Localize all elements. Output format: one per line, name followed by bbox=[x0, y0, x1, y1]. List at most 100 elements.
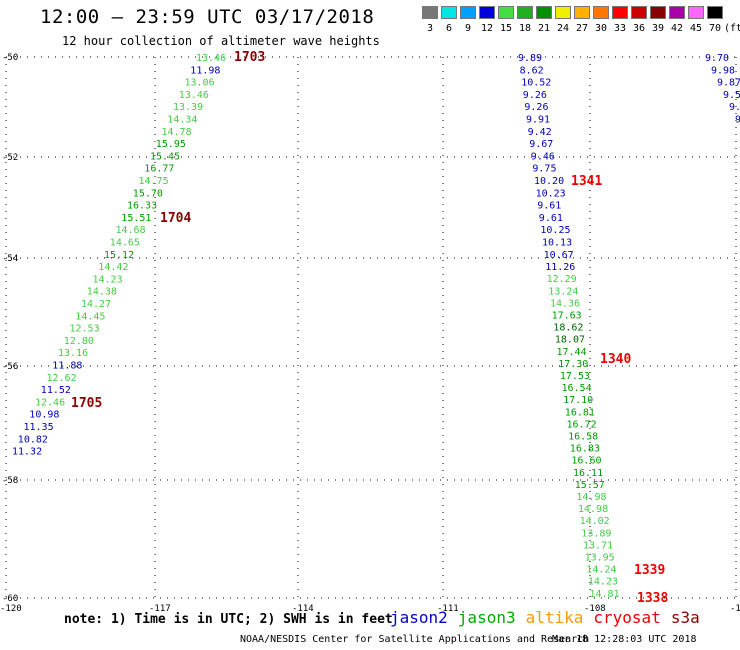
swh-value: 9.2 bbox=[729, 102, 740, 113]
swh-value: 9 bbox=[735, 115, 740, 126]
swh-value: 10.23 bbox=[536, 188, 566, 199]
swh-value: 10.20 bbox=[534, 176, 564, 187]
pass-time-labels: 1703 1704 1705 1341 1340 1339 1338 bbox=[71, 50, 668, 606]
swh-value: 11.26 bbox=[545, 262, 575, 273]
scale-swatch bbox=[650, 6, 666, 19]
scale-swatch bbox=[593, 6, 609, 19]
scale-label: 21 bbox=[537, 23, 551, 34]
scale-swatch bbox=[612, 6, 628, 19]
swh-value: 16.72 bbox=[567, 419, 597, 430]
swh-value: 11.98 bbox=[190, 65, 220, 76]
swh-value: 16.60 bbox=[571, 456, 601, 467]
swh-value: 12.62 bbox=[47, 373, 77, 384]
swh-value: 14.98 bbox=[576, 492, 606, 503]
page-title: 12:00 – 23:59 UTC 03/17/2018 bbox=[40, 6, 375, 28]
scale-label: 36 bbox=[632, 23, 646, 34]
swh-value: 14.98 bbox=[578, 504, 608, 515]
swh-value: 9.53 bbox=[723, 90, 740, 101]
lat-label: -58 bbox=[2, 476, 18, 486]
swh-value: 16.33 bbox=[127, 201, 157, 212]
swh-value: 18.07 bbox=[555, 335, 585, 346]
scale-swatch bbox=[688, 6, 704, 19]
scale-swatch bbox=[555, 6, 571, 19]
swh-value: 9.91 bbox=[526, 115, 550, 126]
lon-label: -111 bbox=[437, 604, 459, 614]
subtitle: 12 hour collection of altimeter wave hei… bbox=[62, 34, 380, 48]
swh-value: 14.42 bbox=[98, 262, 128, 273]
swh-value: 9.87 bbox=[717, 78, 740, 89]
swh-value: 11.32 bbox=[12, 447, 42, 458]
satellite-legend: jason2 jason3 altika cryosat s3a bbox=[390, 608, 710, 627]
swh-value: 14.75 bbox=[139, 176, 169, 187]
lat-label: -56 bbox=[2, 362, 18, 372]
swh-value: 9.98 bbox=[711, 65, 735, 76]
swh-value: 15.57 bbox=[575, 480, 605, 491]
swh-value: 12.80 bbox=[64, 336, 94, 347]
scale-label: 70 bbox=[708, 23, 722, 34]
swh-value: 10.98 bbox=[29, 410, 59, 421]
swh-value: 12.46 bbox=[35, 397, 65, 408]
swh-value: 18.62 bbox=[553, 323, 583, 334]
scale-swatch bbox=[517, 6, 533, 19]
scale-label: 30 bbox=[594, 23, 608, 34]
pass-time-label: 1339 bbox=[634, 563, 665, 578]
swh-value: 13.39 bbox=[173, 102, 203, 113]
lon-label: -114 bbox=[292, 604, 314, 614]
swh-value: 13.16 bbox=[58, 348, 88, 359]
swh-value: 14.27 bbox=[81, 299, 111, 310]
scale-swatch bbox=[707, 6, 723, 19]
swh-value: 16.58 bbox=[568, 432, 598, 443]
swh-value: 16.81 bbox=[565, 407, 595, 418]
note-text: note: 1) Time is in UTC; 2) SWH is in fe… bbox=[64, 612, 393, 627]
swh-value: 12.29 bbox=[547, 274, 577, 285]
swh-value: 13.46 bbox=[196, 53, 226, 64]
scale-label: 24 bbox=[556, 23, 570, 34]
swh-value: 9.46 bbox=[531, 151, 555, 162]
lat-label: -52 bbox=[2, 153, 18, 163]
swh-value: 12.53 bbox=[70, 324, 100, 335]
scale-swatch bbox=[460, 6, 476, 19]
swh-value: 13.89 bbox=[581, 528, 611, 539]
map-grid bbox=[5, 56, 737, 599]
swh-value: 16.11 bbox=[573, 468, 603, 479]
swh-value: 10.25 bbox=[540, 225, 570, 236]
scale-label: 39 bbox=[651, 23, 665, 34]
scale-unit: (ft) bbox=[724, 23, 740, 34]
swh-value: 13.71 bbox=[583, 540, 613, 551]
swh-value: 15.70 bbox=[133, 188, 163, 199]
swh-value: 10.67 bbox=[544, 250, 574, 261]
scale-swatch bbox=[536, 6, 552, 19]
swh-value: 14.45 bbox=[75, 311, 105, 322]
lat-label: -60 bbox=[2, 594, 18, 604]
swh-value: 17.44 bbox=[557, 347, 587, 358]
swh-value: 14.23 bbox=[93, 274, 123, 285]
scale-swatch bbox=[498, 6, 514, 19]
lat-label: -54 bbox=[2, 254, 18, 264]
pass-time-label: 1338 bbox=[637, 591, 668, 606]
pass-time-label: 1340 bbox=[600, 352, 631, 367]
swh-value: 9.42 bbox=[528, 127, 552, 138]
lon-label: -117 bbox=[149, 604, 171, 614]
scale-swatch bbox=[441, 6, 457, 19]
swh-value: 14.78 bbox=[162, 127, 192, 138]
swh-value: 14.65 bbox=[110, 238, 140, 249]
swh-value: 14.02 bbox=[580, 516, 610, 527]
legend-item-jason3: jason3 bbox=[457, 608, 516, 627]
scale-swatch bbox=[669, 6, 685, 19]
swh-value: 14.34 bbox=[167, 115, 197, 126]
scale-label: 27 bbox=[575, 23, 589, 34]
swh-value: 11.35 bbox=[24, 422, 54, 433]
swh-value: 16.54 bbox=[562, 383, 592, 394]
swh-value: 9.26 bbox=[523, 90, 547, 101]
swh-value: 10.13 bbox=[542, 238, 572, 249]
swh-value: 9.75 bbox=[532, 164, 556, 175]
swh-value: 14.24 bbox=[586, 565, 616, 576]
swh-value: 16.77 bbox=[144, 164, 174, 175]
swh-value: 15.45 bbox=[150, 151, 180, 162]
swh-value: 14.36 bbox=[550, 298, 580, 309]
swh-value: 9.89 bbox=[518, 53, 542, 64]
lon-label: -108 bbox=[584, 604, 606, 614]
swh-value: 15.12 bbox=[104, 250, 134, 261]
legend-item-jason2: jason2 bbox=[390, 608, 448, 627]
